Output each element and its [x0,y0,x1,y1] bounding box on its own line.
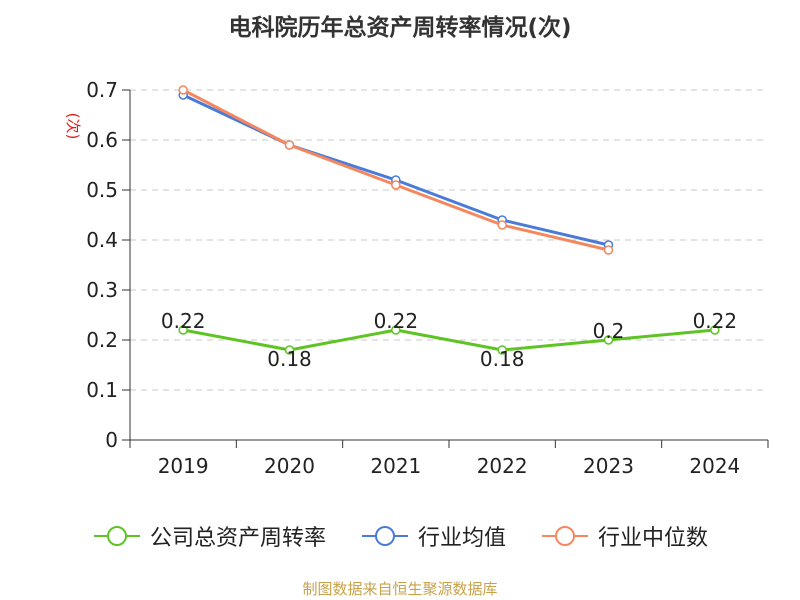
data-label: 0.22 [161,309,206,333]
data-point [178,85,188,95]
data-point [391,325,401,335]
data-label: 0.18 [480,347,525,371]
grid-lines [130,89,768,391]
y-tick-label: 0.4 [86,228,118,252]
data-label: 0.18 [267,347,312,371]
data-label: 0.22 [374,309,419,333]
data-point [178,325,188,335]
data-point [284,140,295,150]
data-point [497,345,507,355]
data-point [497,220,507,230]
series-line [182,93,609,247]
legend-item[interactable]: 公司总资产周转率 [92,520,326,552]
legend-item[interactable]: 行业均值 [360,520,506,552]
series-line [182,328,715,352]
data-label: 0.2 [593,319,625,343]
y-tick-label: 0.3 [86,278,118,302]
x-tick-label: 2020 [264,454,315,478]
data-point [391,180,401,190]
data-label: 0.22 [693,309,738,333]
legend-item[interactable]: 行业中位数 [540,520,708,552]
y-tick-label: 0.7 [86,78,118,102]
legend-marker-icon [361,526,408,546]
legend-marker-icon [93,526,140,546]
source-note: 制图数据来自恒生聚源数据库 [302,580,498,598]
x-tick-label: 2024 [689,454,740,478]
y-tick-label: 0 [105,428,118,452]
y-tick-label: 0.2 [86,328,118,352]
x-tick-label: 2023 [583,454,634,478]
legend-label: 行业均值 [417,526,506,551]
y-axis-label: (次) [64,113,82,140]
legend-label: 公司总资产周转率 [149,526,326,551]
data-point [603,335,614,345]
data-point [710,325,720,335]
line-chart: 0 0.1 0.2 0.3 0.4 0.5 0.6 0.7 2019 2020 2021 2022 20… [64,78,769,478]
legend-marker-icon [542,526,588,546]
x-tick-label: 2021 [370,454,421,478]
chart-title: 电科院历年总资产周转率情况(次) [228,15,572,41]
axes: 0 0.1 0.2 0.3 0.4 0.5 0.6 0.7 2019 2020 2021 2022 20… [86,78,769,478]
legend-label: 行业中位数 [598,526,709,551]
data-labels: 0.22 0.18 0.22 0.18 0.2 0.22 [161,309,737,371]
data-point [284,345,295,355]
x-tick-label: 2019 [158,454,209,478]
series-lines [178,85,720,355]
y-tick-label: 0.5 [86,178,118,202]
x-tick-label: 2022 [477,454,528,478]
series-line [182,88,609,252]
y-tick-label: 0.1 [86,378,118,402]
y-tick-label: 0.6 [86,128,118,152]
legend: 公司总资产周转率 行业均值 行业中位数 [0,520,800,552]
data-point [603,245,614,255]
